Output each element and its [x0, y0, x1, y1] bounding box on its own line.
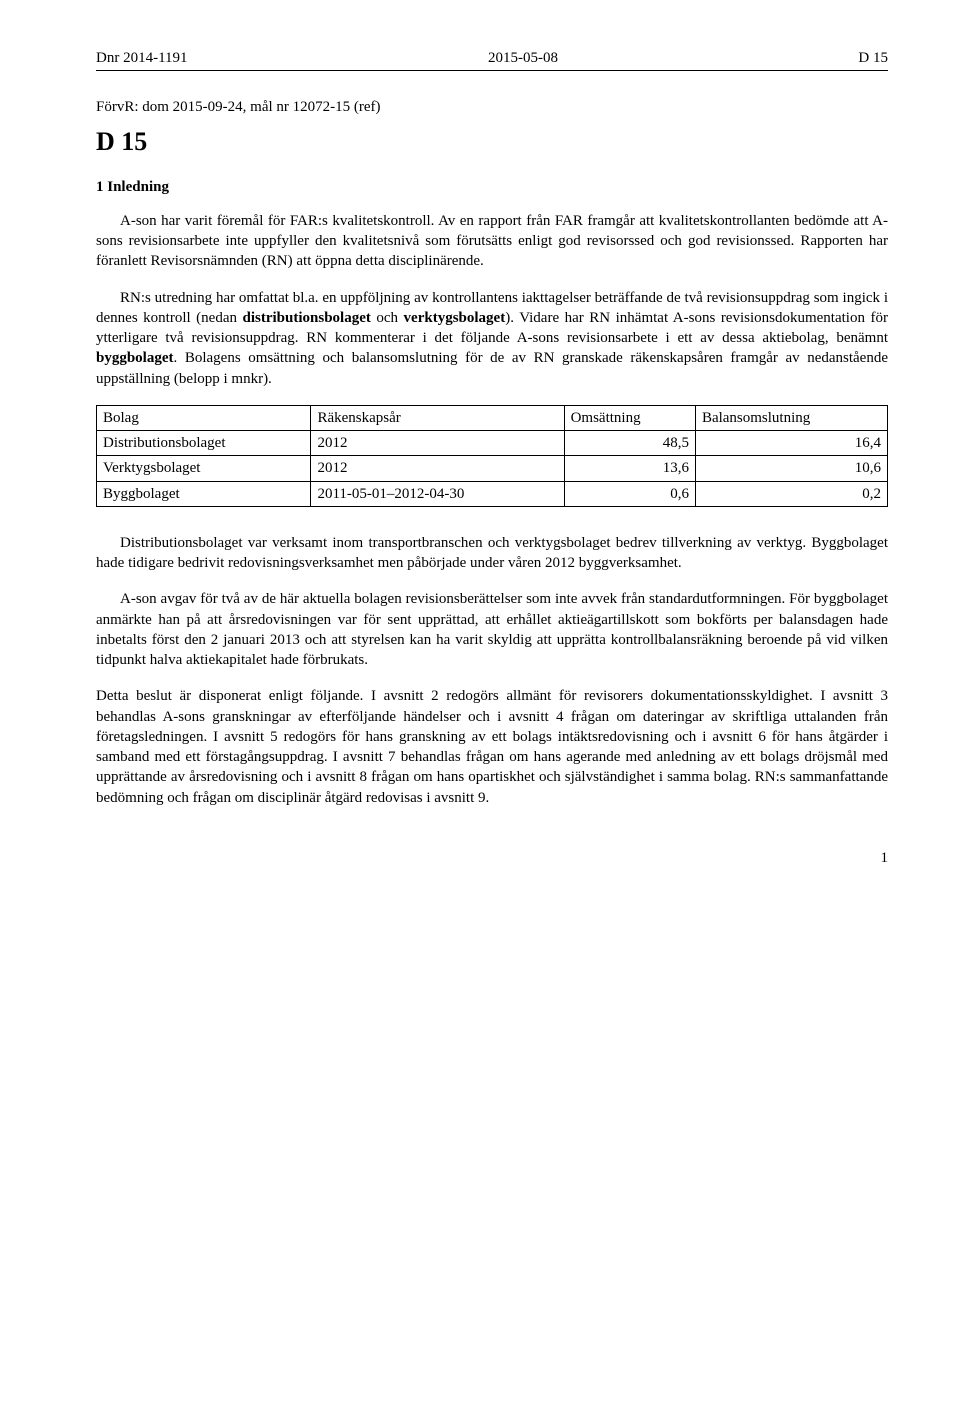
- section-heading: 1 Inledning: [96, 177, 888, 197]
- document-title: D 15: [96, 124, 888, 159]
- cell-omsattning: 48,5: [564, 431, 695, 456]
- col-rakenskapsar: Räkenskapsår: [311, 405, 564, 430]
- cell-ar: 2012: [311, 431, 564, 456]
- para2-bold-b: distributionsbolaget: [243, 310, 371, 326]
- paragraph-3: Distributionsbolaget var verksamt inom t…: [96, 533, 888, 574]
- paragraph-2: RN:s utredning har omfattat bl.a. en upp…: [96, 288, 888, 389]
- table-row: Byggbolaget 2011-05-01–2012-04-30 0,6 0,…: [97, 481, 888, 506]
- para2-text-c: och: [371, 310, 404, 326]
- para2-bold-f: byggbolaget: [96, 350, 174, 366]
- cell-balans: 0,2: [695, 481, 887, 506]
- paragraph-4: A-son avgav för två av de här aktuella b…: [96, 589, 888, 670]
- header-left: Dnr 2014-1191: [96, 48, 188, 68]
- table-header-row: Bolag Räkenskapsår Omsättning Balansomsl…: [97, 405, 888, 430]
- cell-ar: 2011-05-01–2012-04-30: [311, 481, 564, 506]
- table-row: Verktygsbolaget 2012 13,6 10,6: [97, 456, 888, 481]
- financials-table: Bolag Räkenskapsår Omsättning Balansomsl…: [96, 405, 888, 507]
- cell-bolag: Verktygsbolaget: [97, 456, 311, 481]
- cell-balans: 10,6: [695, 456, 887, 481]
- header-center: 2015-05-08: [488, 48, 558, 68]
- cell-omsattning: 13,6: [564, 456, 695, 481]
- cell-balans: 16,4: [695, 431, 887, 456]
- col-omsattning: Omsättning: [564, 405, 695, 430]
- table-row: Distributionsbolaget 2012 48,5 16,4: [97, 431, 888, 456]
- paragraph-5: Detta beslut är disponerat enligt följan…: [96, 686, 888, 808]
- page-number: 1: [96, 848, 888, 868]
- cell-omsattning: 0,6: [564, 481, 695, 506]
- document-header: Dnr 2014-1191 2015-05-08 D 15: [96, 48, 888, 71]
- para2-text-g: . Bolagens omsättning och balansomslutni…: [96, 350, 888, 386]
- para2-bold-d: verktygsbolaget: [404, 310, 506, 326]
- cell-bolag: Byggbolaget: [97, 481, 311, 506]
- cell-ar: 2012: [311, 456, 564, 481]
- cell-bolag: Distributionsbolaget: [97, 431, 311, 456]
- paragraph-1: A-son har varit föremål för FAR:s kvalit…: [96, 211, 888, 272]
- header-right: D 15: [858, 48, 888, 68]
- reference-line: FörvR: dom 2015-09-24, mål nr 12072-15 (…: [96, 97, 888, 117]
- col-balansomslutning: Balansomslutning: [695, 405, 887, 430]
- col-bolag: Bolag: [97, 405, 311, 430]
